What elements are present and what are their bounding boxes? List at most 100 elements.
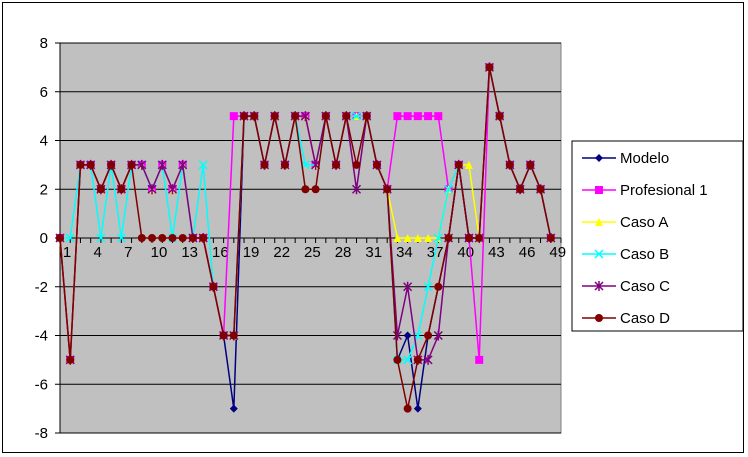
data-point (444, 184, 454, 194)
y-tick-label: 2 (40, 181, 48, 198)
data-point (96, 185, 105, 194)
data-point (240, 112, 249, 121)
y-tick-label: -6 (35, 376, 48, 393)
legend-item-caso-c: Caso C (582, 278, 670, 295)
data-point (351, 184, 362, 195)
data-point (351, 111, 362, 121)
legend-marker (594, 249, 604, 259)
legend-label: Caso D (620, 310, 670, 327)
legend-item-caso-b: Caso B (582, 246, 669, 263)
data-point (66, 355, 75, 364)
data-point (393, 112, 402, 121)
data-point (65, 233, 75, 243)
x-tick-label: 16 (212, 244, 229, 261)
legend: Modelo Profesional 1 Caso A Caso B Caso C Cas… (571, 140, 744, 332)
data-point (127, 160, 136, 169)
data-point (403, 281, 413, 292)
data-point (229, 404, 238, 413)
data-point (403, 404, 412, 413)
data-point (434, 282, 443, 291)
y-tick-label: -4 (35, 328, 48, 345)
data-point (117, 185, 126, 194)
data-point (116, 233, 126, 243)
data-point (403, 355, 413, 365)
y-axis: -8 -6 -4 -2 0 2 4 6 8 (35, 35, 61, 442)
data-point (229, 112, 238, 121)
legend-marker (595, 314, 603, 322)
legend-label: Modelo (620, 150, 669, 167)
data-point (270, 112, 279, 121)
data-point (198, 160, 208, 170)
data-point (444, 234, 453, 242)
data-point (362, 112, 371, 121)
data-point (157, 159, 167, 170)
data-point (96, 233, 106, 243)
data-point (464, 160, 473, 169)
data-point (188, 234, 197, 242)
data-point (137, 159, 147, 170)
x-tick-label: 4 (94, 244, 102, 261)
data-point (209, 282, 218, 291)
data-point (475, 355, 484, 364)
y-tick-label: 8 (40, 35, 48, 52)
data-point (76, 160, 85, 169)
data-point (413, 355, 422, 364)
legend-label: Caso C (620, 278, 670, 295)
data-point (199, 234, 208, 242)
data-point (454, 160, 463, 169)
legend-marker (594, 281, 604, 291)
data-point (311, 185, 320, 194)
data-point (137, 234, 146, 242)
legend-marker (595, 154, 603, 162)
y-tick-label: 0 (40, 230, 48, 247)
data-point (413, 112, 422, 121)
data-point (321, 112, 330, 121)
series-layer (55, 62, 556, 413)
data-point (485, 63, 494, 72)
data-point (546, 234, 555, 242)
data-point (413, 404, 422, 413)
data-point (291, 112, 300, 121)
data-point (526, 160, 535, 169)
data-point (392, 330, 402, 341)
data-point (433, 233, 443, 243)
data-point (332, 160, 341, 169)
legend-label: Caso B (620, 246, 669, 263)
x-tick-label: 40 (457, 244, 474, 261)
data-point (178, 234, 187, 242)
data-point (219, 331, 228, 340)
data-point (352, 160, 361, 169)
x-tick-label: 22 (273, 244, 290, 261)
x-tick-label: 46 (519, 244, 536, 261)
data-point (413, 234, 422, 242)
data-point (107, 160, 116, 169)
legend-label: Caso A (620, 214, 668, 231)
y-tick-label: -8 (35, 425, 48, 442)
data-point (393, 355, 402, 364)
y-tick-label: 6 (40, 84, 48, 101)
data-point (464, 234, 473, 242)
data-point (178, 159, 188, 170)
data-point (536, 185, 545, 194)
data-point (300, 111, 310, 122)
y-tick-label: -2 (35, 279, 48, 296)
data-point (148, 234, 157, 242)
x-tick-label: 31 (365, 244, 382, 261)
legend-item-caso-a: Caso A (582, 214, 668, 231)
x-tick-label: 34 (396, 244, 413, 261)
data-point (434, 112, 443, 121)
data-point (280, 160, 289, 169)
data-point (505, 160, 514, 169)
data-point (260, 160, 269, 169)
data-point (383, 185, 392, 194)
data-point (424, 331, 433, 340)
data-point (495, 112, 504, 121)
data-point (423, 354, 433, 365)
x-tick-label: 43 (488, 244, 505, 261)
data-point (86, 160, 95, 169)
x-tick-label: 19 (243, 244, 260, 261)
legend-marker (595, 218, 603, 226)
legend-item-caso-d: Caso D (582, 310, 670, 327)
series-caso-d (56, 63, 555, 413)
data-point (516, 185, 525, 194)
